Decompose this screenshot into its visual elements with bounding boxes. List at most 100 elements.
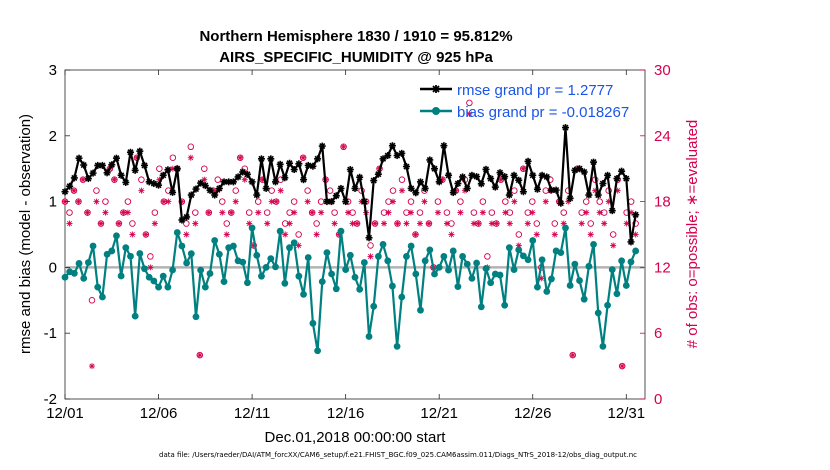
obs-possible-point: [178, 198, 186, 205]
bias-data-point: [412, 270, 420, 278]
rmse-data-point: [599, 180, 607, 188]
rmse-data-point: [304, 161, 312, 169]
obs-possible-point: [457, 198, 464, 205]
rmse-data-point: [295, 160, 303, 168]
bias-data-point: [496, 271, 504, 279]
obs-evaluated-point: [124, 209, 131, 216]
obs-evaluated-point: [84, 209, 91, 216]
obs-evaluated-point: [97, 220, 104, 227]
rmse-data-point: [215, 184, 223, 192]
rmse-data-point: [337, 184, 345, 192]
obs-evaluated-point: [304, 198, 311, 205]
bias-data-point: [99, 293, 106, 301]
rmse-data-point: [141, 161, 149, 169]
obs-possible-point: [371, 220, 379, 227]
obs-possible-point: [484, 253, 491, 260]
y-right-tick-label: 12: [654, 259, 671, 276]
rmse-data-point: [103, 169, 111, 177]
obs-evaluated-point: [75, 198, 82, 205]
bias-data-point: [622, 282, 630, 289]
rmse-data-point: [426, 156, 434, 164]
obs-possible-point: [111, 176, 118, 183]
rmse-data-point: [519, 188, 527, 196]
obs-possible-point: [93, 187, 100, 194]
obs-possible-point: [425, 220, 433, 227]
legend-bias-label: bias grand pr = -0.018267: [457, 104, 629, 121]
bias-data-point: [169, 266, 176, 274]
obs-possible-point: [66, 209, 73, 216]
rmse-data-point: [206, 186, 214, 194]
bias-data-point: [632, 247, 640, 255]
obs-evaluated-point: [228, 209, 235, 216]
obs-evaluated-point: [601, 220, 608, 227]
bias-data-point: [206, 270, 214, 277]
rmse-data-point: [501, 173, 509, 181]
rmse-data-point: [89, 169, 97, 177]
obs-evaluated-point: [313, 231, 320, 238]
obs-evaluated-point: [300, 154, 307, 161]
rmse-data-point: [351, 184, 359, 192]
obs-evaluated-point: [255, 209, 262, 216]
bias-data-point: [286, 244, 293, 252]
bias-data-point: [519, 252, 527, 260]
rmse-data-point: [435, 178, 443, 186]
obs-evaluated-point: [403, 220, 410, 227]
bias-data-point: [627, 258, 635, 266]
obs-possible-point: [475, 220, 482, 227]
legend-rmse-marker: [432, 85, 440, 93]
bias-data-point: [337, 227, 345, 235]
x-tick-label: 12/26: [514, 405, 552, 422]
obs-possible-point: [479, 198, 487, 205]
rmse-data-point: [243, 170, 251, 178]
bias-data-point: [463, 260, 471, 268]
obs-possible-point: [349, 209, 356, 216]
obs-evaluated-point: [138, 187, 145, 194]
x-tick-label: 12/06: [140, 405, 178, 422]
obs-evaluated-point: [551, 231, 558, 238]
obs-possible-point: [493, 220, 500, 227]
bias-data-point: [440, 253, 448, 260]
rmse-data-point: [491, 183, 499, 191]
bias-data-point: [248, 224, 256, 232]
bias-data-point: [300, 290, 307, 298]
bias-data-point: [80, 274, 88, 282]
obs-possible-point: [263, 209, 271, 216]
obs-evaluated-point: [183, 231, 190, 238]
obs-possible-point: [511, 187, 518, 194]
bias-data-point: [365, 333, 373, 340]
bias-data-point: [407, 242, 415, 250]
obs-possible-point: [403, 209, 410, 216]
bias-data-point: [548, 275, 555, 283]
obs-possible-point: [115, 220, 123, 227]
bias-data-point: [590, 240, 597, 248]
plot-area: [64, 69, 646, 400]
obs-possible-point: [299, 154, 307, 161]
obs-evaluated-point: [578, 220, 585, 227]
bias-data-point: [417, 306, 424, 314]
obs-evaluated-point: [372, 220, 379, 227]
obs-possible-point: [609, 231, 617, 238]
bias-data-point: [403, 253, 410, 260]
bias-data-point: [562, 224, 569, 232]
obs-evaluated-point: [232, 198, 239, 205]
legend: rmse grand pr = 1.2777 bias grand pr = -…: [420, 82, 629, 121]
rmse-data-point: [159, 171, 167, 179]
obs-possible-point: [385, 198, 392, 205]
bias-data-point: [454, 283, 462, 290]
chart-title: Northern Hemisphere 1830 / 1910 = 95.812…: [199, 28, 512, 45]
bias-data-point: [61, 273, 69, 281]
obs-evaluated-point: [223, 231, 230, 238]
obs-possible-point: [295, 231, 302, 238]
obs-evaluated-point: [511, 198, 518, 205]
obs-possible-point: [124, 198, 132, 205]
rmse-data-point: [440, 142, 448, 150]
obs-evaluated-point: [264, 220, 271, 227]
obs-possible-point: [529, 198, 536, 205]
obs-evaluated-point: [196, 352, 203, 359]
bias-data-point: [487, 279, 495, 287]
bias-data-point: [131, 312, 139, 320]
bias-data-point: [89, 242, 97, 250]
rmse-data-point: [173, 165, 181, 173]
obs-possible-point: [502, 198, 509, 205]
